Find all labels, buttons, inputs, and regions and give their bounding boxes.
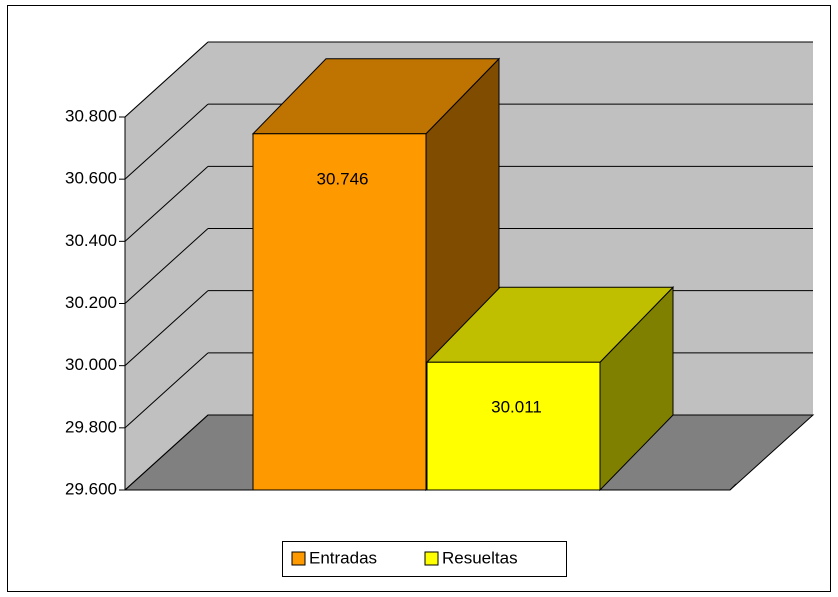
grid-line-side [124,41,209,118]
y-tick-label: 30.800 [65,106,117,125]
y-tick-label: 30.200 [65,293,117,312]
grid-line-side [124,352,209,429]
y-tick-label: 29.800 [65,417,117,436]
bar [252,133,427,491]
data-label: 30.746 [317,169,369,188]
x-axis-end [729,483,737,491]
legend-label: Resueltas [442,548,518,567]
grid-line-side [124,414,209,491]
y-tick-label: 30.400 [65,231,117,250]
y-tick-label: 30.600 [65,169,117,188]
legend-swatch [424,551,439,566]
legend-label: Entradas [309,548,377,567]
grid-line-side [124,165,209,242]
y-tick-label: 30.000 [65,355,117,374]
grid-line-side [124,103,209,180]
y-tick-label: 29.600 [65,479,117,498]
data-label: 30.011 [491,398,542,417]
grid-line-side [124,290,209,367]
bar [426,361,601,491]
legend-swatch [291,551,306,566]
grid-line-side [124,228,209,304]
